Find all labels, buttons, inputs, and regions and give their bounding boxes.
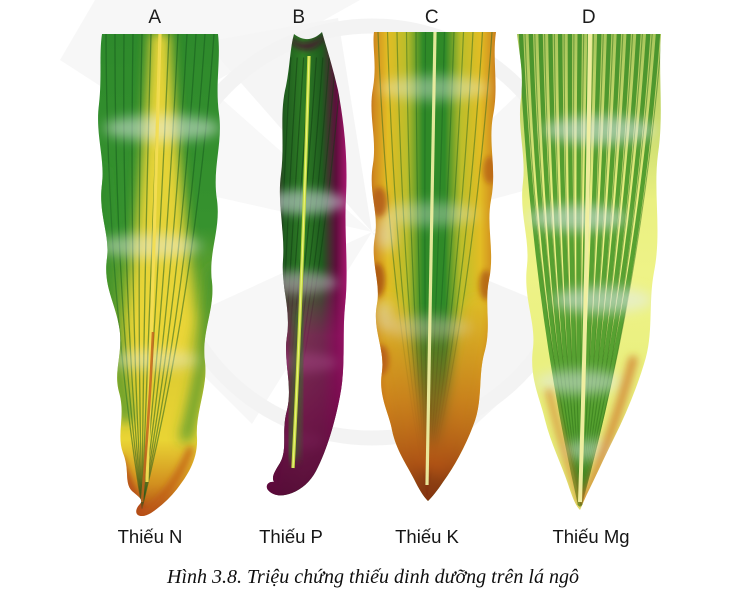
deficiency-label-n: Thiếu N bbox=[117, 526, 183, 547]
leaf-b-twisted-tip bbox=[282, 32, 328, 50]
deficiency-label-p: Thiếu P bbox=[259, 526, 323, 547]
panel-letter-b: B bbox=[292, 7, 306, 28]
leaf-illustration-magnesium-deficiency bbox=[517, 34, 661, 510]
leaf-b-midrib bbox=[291, 55, 311, 469]
panel-letter-c: C bbox=[424, 7, 440, 28]
leaf-a-veins bbox=[105, 34, 215, 509]
leaf-d-gloss-highlights bbox=[527, 116, 655, 460]
leaf-illustration-phosphorus-deficiency bbox=[266, 32, 347, 496]
leaf-c-midrib bbox=[425, 32, 437, 486]
leaf-a-gloss-highlights bbox=[98, 115, 220, 370]
leaf-a-midrib bbox=[140, 34, 162, 503]
figure-caption: Hình 3.8. Triệu chứng thiếu dinh dưỡng t… bbox=[167, 566, 579, 588]
leaf-d-midrib bbox=[578, 34, 592, 503]
deficiency-label-mg: Thiếu Mg bbox=[552, 526, 630, 547]
deficiency-label-k: Thiếu K bbox=[395, 526, 459, 547]
panel-letter-d: D bbox=[581, 7, 597, 28]
leaf-illustration-nitrogen-deficiency bbox=[98, 34, 220, 517]
leaf-illustration-potassium-deficiency bbox=[371, 32, 497, 501]
panel-letter-a: A bbox=[148, 7, 162, 28]
